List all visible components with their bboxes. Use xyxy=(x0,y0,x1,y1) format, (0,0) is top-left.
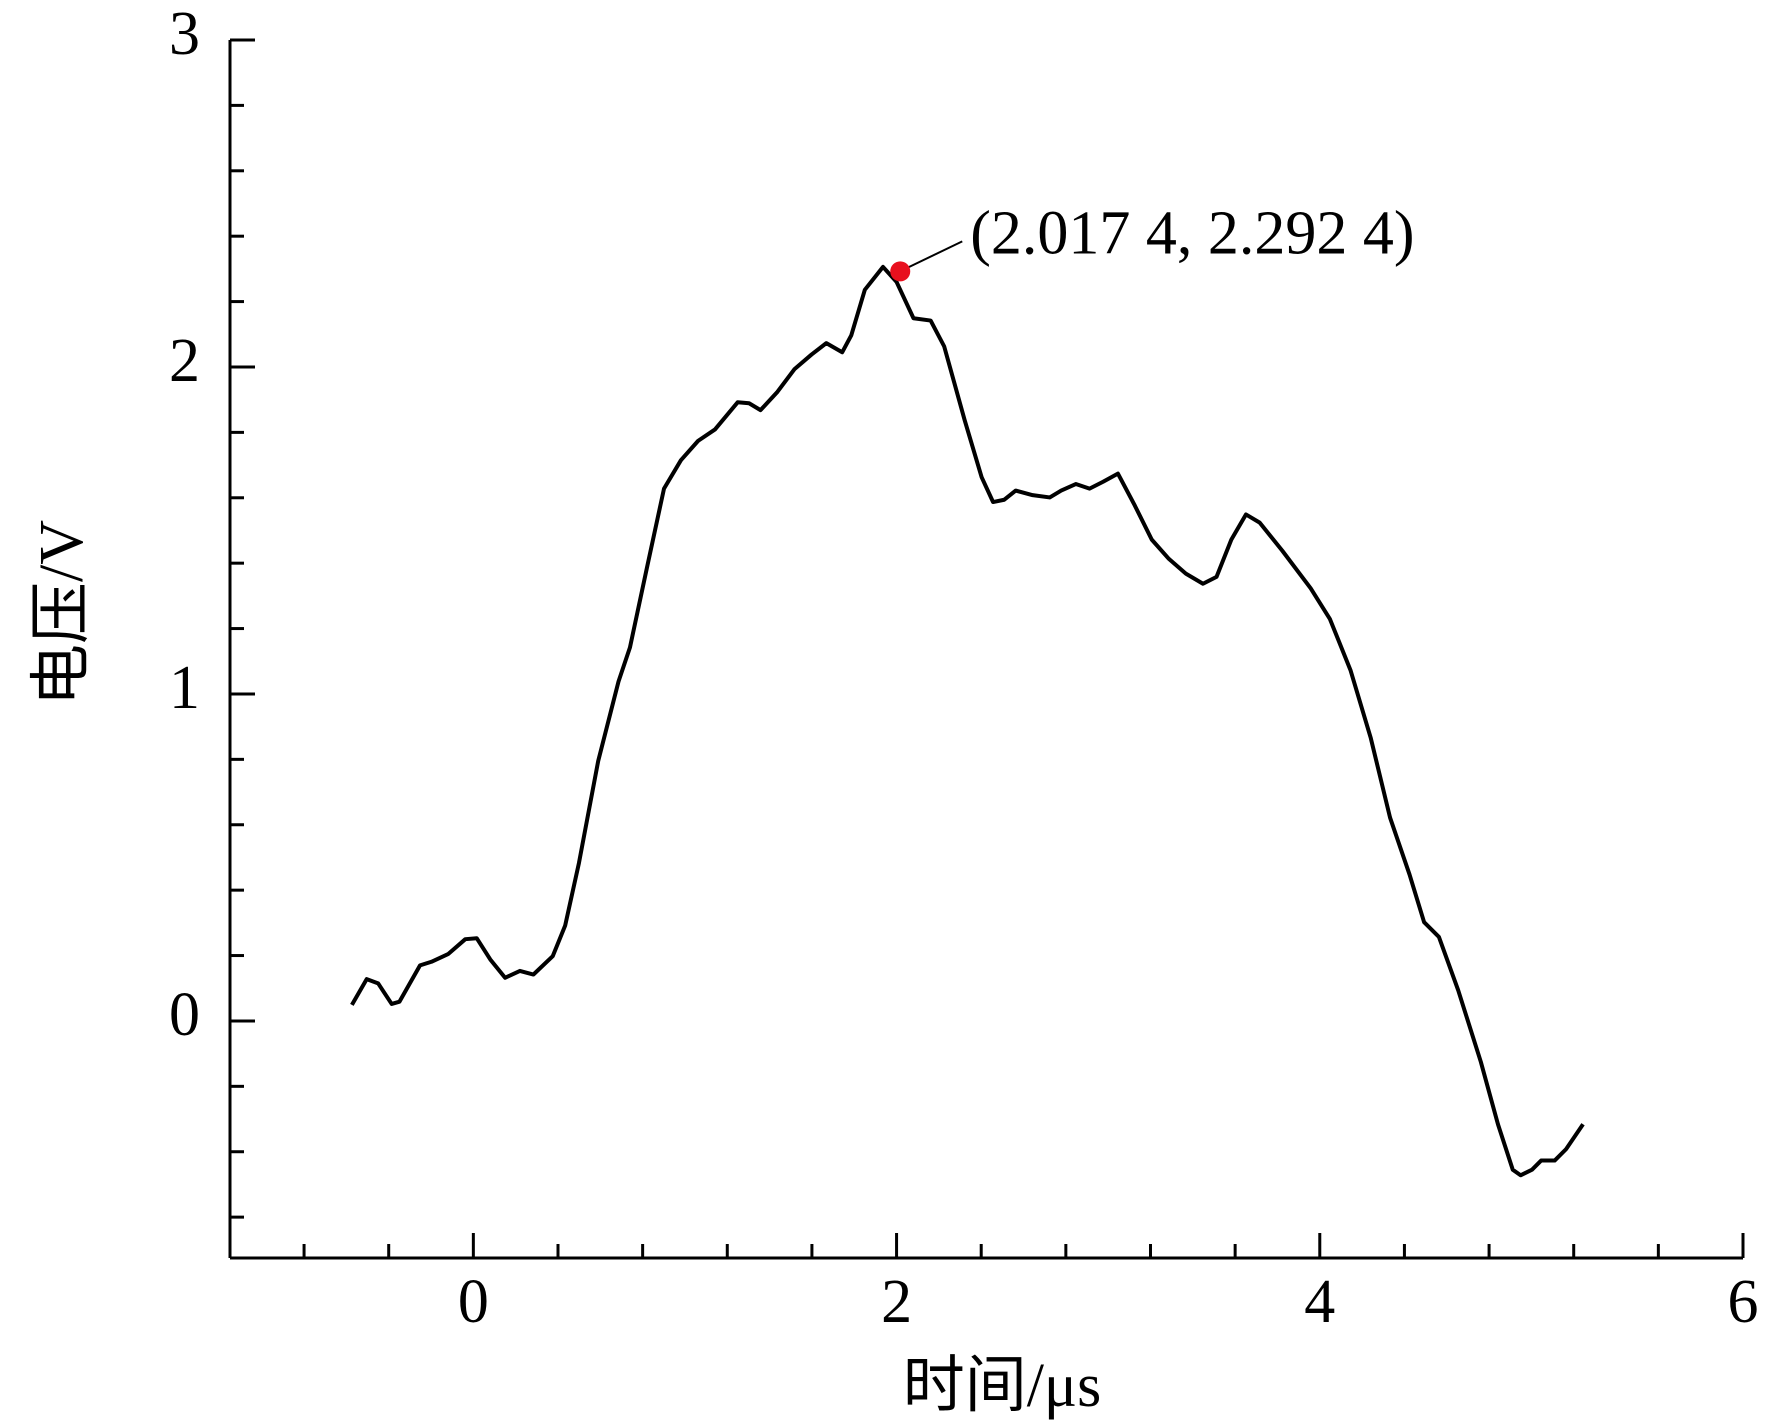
y-axis-label: 电压/V xyxy=(28,520,96,706)
annotation-label: (2.017 4, 2.292 4) xyxy=(970,200,1414,268)
y-tick-label: 2 xyxy=(169,327,200,395)
annotation-point xyxy=(890,261,911,282)
y-tick-label: 1 xyxy=(169,654,200,722)
annotation-leader xyxy=(907,240,963,269)
x-tick-label: 4 xyxy=(1304,1268,1335,1336)
y-tick-label: 0 xyxy=(169,981,200,1049)
x-tick-label: 2 xyxy=(881,1268,912,1336)
data-line xyxy=(350,264,1585,1178)
y-tick-label: 3 xyxy=(169,0,200,68)
x-axis-label: 时间/μs xyxy=(903,1352,1102,1420)
x-tick-label: 0 xyxy=(458,1268,489,1336)
x-tick-label: 6 xyxy=(1728,1268,1759,1336)
